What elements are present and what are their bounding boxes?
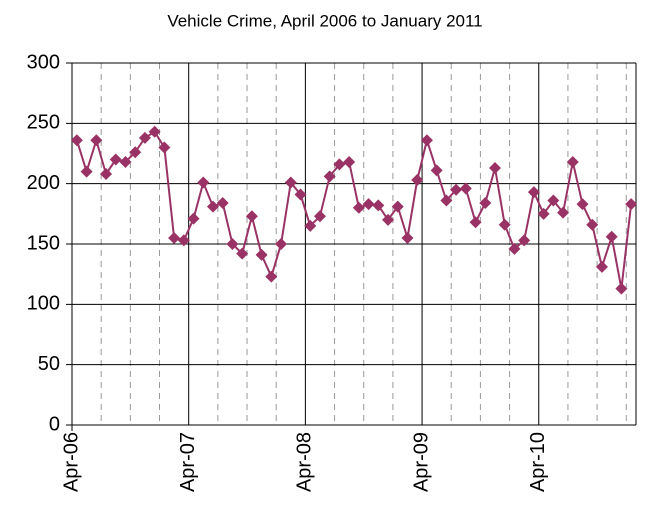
marker	[498, 218, 511, 231]
marker	[595, 260, 608, 273]
marker	[362, 198, 375, 211]
marker	[148, 125, 161, 138]
marker	[168, 231, 181, 244]
marker	[430, 164, 443, 177]
y-tick-label: 300	[27, 51, 60, 73]
marker	[450, 183, 463, 196]
x-tick-label: Apr-10	[527, 432, 549, 492]
marker	[207, 200, 219, 213]
marker	[187, 212, 200, 225]
marker	[605, 230, 618, 243]
marker	[158, 141, 171, 154]
y-tick-label: 200	[27, 172, 60, 194]
marker	[245, 210, 258, 223]
marker	[411, 174, 424, 187]
plot	[70, 125, 638, 295]
marker	[391, 200, 404, 213]
marker	[401, 231, 414, 244]
marker	[625, 198, 638, 211]
x-tick-label: Apr-09	[410, 432, 432, 492]
marker	[537, 207, 550, 220]
marker	[216, 196, 229, 209]
marker	[469, 216, 482, 229]
marker	[138, 131, 151, 144]
marker	[70, 134, 83, 147]
marker	[547, 194, 560, 207]
marker	[177, 234, 190, 247]
marker	[294, 188, 307, 201]
marker	[479, 196, 492, 209]
marker	[304, 219, 317, 232]
marker	[615, 282, 628, 295]
marker	[352, 201, 365, 214]
x-tick-label: Apr-07	[177, 432, 199, 492]
grid	[66, 62, 637, 431]
marker	[80, 165, 93, 178]
marker	[576, 198, 589, 211]
marker	[90, 134, 103, 147]
marker	[255, 248, 268, 261]
y-tick-label: 250	[27, 112, 60, 134]
marker	[459, 182, 472, 195]
marker	[420, 134, 433, 147]
y-tick-label: 0	[49, 413, 60, 435]
x-tick-label: Apr-08	[294, 432, 316, 492]
marker	[100, 168, 113, 181]
marker	[275, 238, 288, 250]
marker	[527, 186, 540, 199]
y-tick-label: 50	[38, 353, 60, 375]
marker	[284, 176, 297, 189]
marker	[440, 194, 453, 207]
marker	[236, 247, 249, 260]
marker	[343, 155, 356, 168]
marker	[333, 158, 346, 171]
marker	[119, 155, 132, 168]
marker	[129, 146, 142, 159]
marker	[518, 234, 531, 247]
marker	[508, 242, 521, 255]
chart-title: Vehicle Crime, April 2006 to January 201…	[167, 11, 482, 30]
marker	[586, 218, 599, 231]
marker	[265, 270, 278, 283]
x-tick-label: Apr-06	[60, 432, 82, 492]
marker	[566, 155, 579, 168]
marker	[557, 206, 570, 219]
marker	[489, 161, 501, 174]
series-line	[75, 130, 633, 289]
y-tick-label: 150	[27, 232, 60, 254]
marker	[382, 213, 395, 226]
marker	[313, 210, 326, 223]
y-tick-label: 100	[27, 293, 60, 315]
marker	[226, 238, 239, 250]
marker	[323, 170, 336, 183]
marker	[372, 199, 385, 212]
marker	[197, 176, 210, 189]
marker	[109, 153, 122, 166]
